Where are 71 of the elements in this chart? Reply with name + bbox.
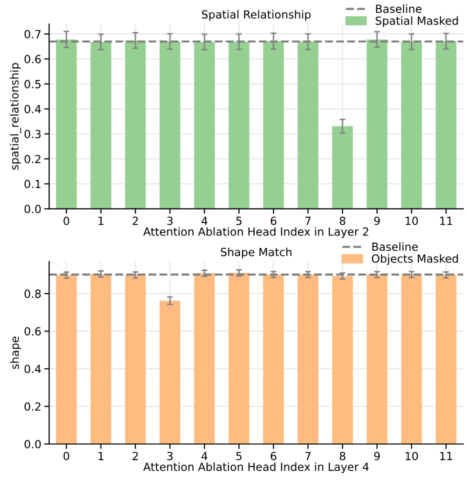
bar [436,41,456,209]
y-tick-label: 0.8 [24,290,41,298]
x-tick-label: 3 [167,216,173,226]
x-tick-label: 8 [340,216,346,226]
bar [401,274,422,444]
x-tick-label: 9 [374,452,380,460]
bar [401,42,422,209]
bar [125,274,146,444]
y-tick-label: 0.2 [24,154,40,164]
y-tick-label: 0.4 [24,364,41,374]
legend-label: Baseline [372,242,418,251]
x-tick-label: 4 [201,216,208,225]
bar [436,274,456,444]
bar [56,39,77,209]
x-axis-title: Attention Ablation Head Index in Layer 2 [143,227,368,238]
y-axis-title: shape [10,336,22,369]
x-tick-label: 11 [440,452,452,460]
x-tick-label: 0 [64,452,70,460]
x-tick-label: 8 [340,452,346,460]
y-tick-label: 0.1 [24,180,40,188]
x-tick-label: 2 [132,216,138,225]
x-axis-title: Attention Ablation Head Index in Layer 4 [143,462,369,474]
y-tick-label: 0.2 [24,402,40,411]
bar [263,274,284,444]
y-tick-label: 0.0 [24,440,41,448]
y-tick-label: 0.5 [24,80,41,88]
bar [366,274,388,444]
y-tick-label: 0.6 [24,327,41,336]
bar [160,300,180,444]
y-tick-label: 0.7 [24,30,41,38]
x-tick-label: 7 [305,216,311,225]
bar [332,276,353,444]
x-tick-label: 7 [305,452,311,460]
x-tick-label: 10 [406,216,418,226]
x-tick-label: 1 [98,452,104,460]
legend-label: Baseline [376,4,422,14]
x-tick-label: 5 [236,216,242,226]
y-axis-title: spatial_relationship [10,63,22,170]
y-tick-label: 0.3 [24,130,41,138]
bar [298,274,318,444]
bar [160,41,180,209]
x-tick-label: 1 [98,216,104,225]
x-tick-label: 6 [270,452,276,460]
bar [263,41,284,209]
bar [125,40,146,209]
x-tick-label: 5 [236,452,242,460]
x-tick-label: 11 [440,216,452,225]
bar [228,42,250,209]
x-tick-label: 6 [270,216,276,226]
bar [90,42,112,209]
bar [298,42,318,209]
x-tick-label: 10 [406,452,418,460]
x-tick-label: 2 [132,452,138,460]
y-tick-label: 0.6 [24,54,41,64]
x-tick-label: 4 [201,452,208,460]
chart-title: Shape Match [220,248,292,258]
x-tick-label: 9 [374,216,380,226]
x-tick-label: 0 [64,216,70,226]
y-tick-label: 0.4 [24,104,41,114]
bar [366,39,388,209]
legend-label: Spatial Masked [376,16,458,28]
bar [228,272,250,444]
x-tick-label: 3 [167,452,173,460]
chart-title: Spatial Relationship [202,10,311,21]
y-tick-label: 0.0 [24,204,41,214]
bar [332,126,353,209]
bar [56,275,77,444]
bar [194,42,215,209]
bar [194,273,215,444]
bar [90,274,112,444]
legend-label: Objects Masked [372,254,458,265]
